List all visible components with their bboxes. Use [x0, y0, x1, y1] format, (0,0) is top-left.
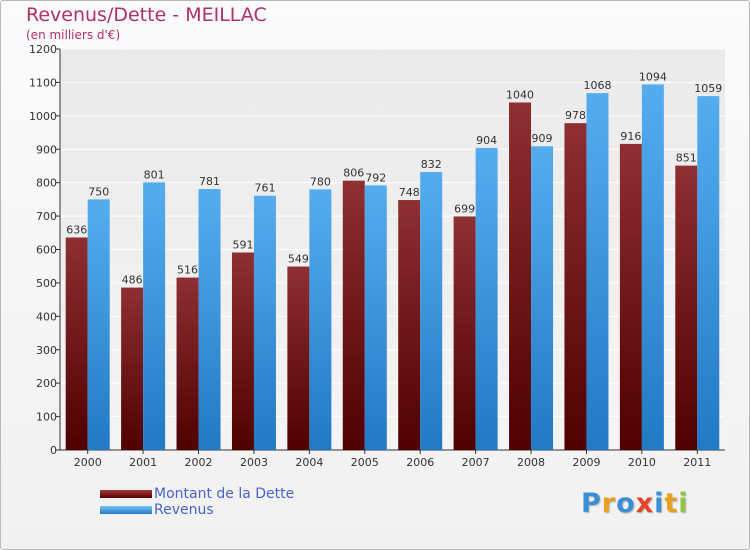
x-tick-label: 2011 — [683, 456, 711, 469]
logo-letter: o — [616, 488, 636, 519]
value-label-revenus: 801 — [144, 168, 165, 181]
y-tick-label: 0 — [50, 444, 57, 457]
x-tick-label: 2008 — [517, 456, 545, 469]
value-label-dette: 978 — [565, 109, 586, 122]
x-tick-label: 2006 — [406, 456, 434, 469]
value-label-revenus: 1059 — [694, 82, 722, 95]
bar-dette — [564, 123, 587, 450]
bar-dette — [619, 143, 642, 451]
value-label-dette: 636 — [66, 223, 87, 236]
bar-revenus — [641, 84, 664, 451]
logo-letter: P — [581, 488, 602, 519]
y-tick-label: 500 — [36, 277, 57, 290]
bar-dette — [342, 180, 365, 450]
value-label-dette: 549 — [288, 253, 309, 266]
bar-revenus — [87, 199, 110, 450]
value-label-revenus: 761 — [254, 182, 275, 195]
logo-letter: t — [664, 488, 679, 519]
bar-revenus — [143, 182, 166, 450]
y-tick-label: 1200 — [29, 43, 57, 56]
bar-revenus — [309, 189, 332, 450]
bar-dette — [121, 287, 144, 450]
x-tick-label: 2001 — [129, 456, 157, 469]
value-label-dette: 916 — [620, 130, 641, 143]
value-label-dette: 486 — [122, 274, 143, 287]
bar-revenus — [420, 171, 443, 450]
value-label-dette: 516 — [177, 264, 198, 277]
legend-label-dette: Montant de la Dette — [154, 486, 295, 502]
x-tick-label: 2005 — [351, 456, 379, 469]
y-tick-label: 300 — [36, 344, 57, 357]
bar-dette — [65, 237, 88, 450]
value-label-revenus: 1094 — [639, 70, 667, 83]
bar-dette — [176, 277, 199, 450]
y-tick-label: 800 — [36, 177, 57, 190]
value-label-revenus: 781 — [199, 175, 220, 188]
legend-swatch-dette — [100, 490, 152, 498]
value-label-dette: 748 — [399, 186, 420, 199]
y-tick-label: 100 — [36, 411, 57, 424]
value-label-dette: 851 — [676, 152, 697, 165]
y-tick-label: 1000 — [29, 110, 57, 123]
logo-letter: x — [635, 488, 655, 519]
value-label-dette: 699 — [454, 202, 475, 215]
value-label-dette: 1040 — [506, 88, 534, 101]
y-tick-label: 400 — [36, 310, 57, 323]
bar-revenus — [531, 146, 554, 450]
y-tick-label: 200 — [36, 377, 57, 390]
y-tick-label: 600 — [36, 244, 57, 257]
bar-dette — [453, 216, 476, 450]
legend-swatch-revenus — [100, 506, 152, 514]
value-label-revenus: 904 — [476, 134, 497, 147]
value-label-dette: 806 — [343, 167, 364, 180]
bar-dette — [231, 252, 254, 450]
bar-revenus — [697, 96, 720, 451]
bar-revenus — [586, 93, 609, 451]
bar-dette — [398, 200, 421, 450]
legend-item-dette: Montant de la Dette — [100, 486, 294, 502]
x-tick-label: 2009 — [572, 456, 600, 469]
value-label-dette: 591 — [232, 239, 253, 252]
x-tick-label: 2000 — [74, 456, 102, 469]
proxiti-logo: Proxiti — [581, 488, 689, 519]
value-label-revenus: 1068 — [583, 79, 611, 92]
value-label-revenus: 780 — [310, 175, 331, 188]
logo-letter: r — [601, 488, 617, 519]
chart-subtitle: (en milliers d'€) — [26, 28, 121, 42]
value-label-revenus: 792 — [365, 171, 386, 184]
logo-letter: i — [678, 488, 689, 519]
bar-dette — [675, 165, 698, 451]
y-tick-label: 900 — [36, 143, 57, 156]
value-label-revenus: 832 — [421, 158, 442, 171]
value-label-revenus: 750 — [88, 185, 109, 198]
y-tick-label: 700 — [36, 210, 57, 223]
bar-revenus — [253, 195, 276, 450]
x-tick-label: 2007 — [462, 456, 490, 469]
legend-label-revenus: Revenus — [154, 502, 214, 518]
logo-letter: i — [654, 488, 665, 519]
bar-dette — [509, 102, 532, 450]
chart-title: Revenus/Dette - MEILLAC — [26, 4, 267, 26]
x-tick-label: 2004 — [295, 456, 323, 469]
bar-revenus — [475, 147, 498, 450]
bar-revenus — [364, 185, 387, 450]
bar-dette — [287, 266, 310, 450]
legend-item-revenus: Revenus — [100, 502, 294, 518]
x-tick-label: 2010 — [628, 456, 656, 469]
y-tick-label: 1100 — [29, 76, 57, 89]
legend: Montant de la Dette Revenus — [100, 486, 294, 518]
x-tick-label: 2002 — [185, 456, 213, 469]
bar-revenus — [198, 189, 221, 450]
x-tick-label: 2003 — [240, 456, 268, 469]
value-label-revenus: 909 — [532, 132, 553, 145]
